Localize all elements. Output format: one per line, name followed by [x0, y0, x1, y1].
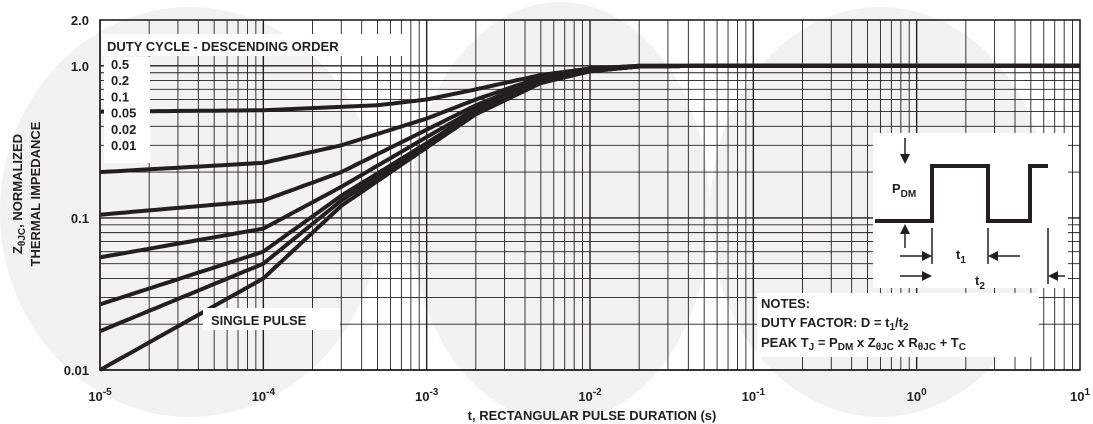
- peak-tj-note: PEAK TJ = PDM x ZθJC x RθJC + TC: [761, 335, 966, 353]
- notes-block: NOTES: DUTY FACTOR: D = t1/t2 PEAK TJ = …: [757, 293, 1039, 357]
- legend-item: 0.01: [111, 138, 136, 153]
- plot-frame: [99, 19, 1081, 371]
- legend: DUTY CYCLE - DESCENDING ORDER 0.50.20.1 0…: [102, 34, 402, 163]
- legend-item: 0.1: [111, 89, 129, 104]
- watermark-shape-1: [0, 7, 380, 417]
- x-tick-label: 10-2: [578, 387, 602, 404]
- t1-arrowhead-right: [988, 251, 998, 261]
- y-axis-label-line1: ZθJC, NORMALIZED: [10, 134, 28, 254]
- pdm-arrowhead-bottom: [900, 224, 910, 234]
- t2-label: t2: [975, 273, 985, 292]
- pdm-label: PDM: [892, 181, 916, 200]
- curve-duty-single-pulse: [99, 63, 1080, 372]
- t2-arrowhead-left: [922, 271, 932, 281]
- y-axis-label-line2: THERMAL IMPEDANCE: [28, 121, 43, 266]
- t1-arrowhead-left: [922, 251, 932, 261]
- legend-item: 0.05: [111, 106, 136, 121]
- pulse-waveform-inset: PDM t1 t2: [873, 133, 1068, 292]
- x-tick-label: 100: [907, 387, 927, 404]
- y-tick-label: 1.0: [71, 59, 89, 74]
- x-axis-label: t, RECTANGULAR PULSE DURATION (s): [468, 408, 717, 423]
- legend-item: 0.02: [111, 122, 136, 137]
- legend-title-box: [102, 34, 402, 56]
- legend-items-box: [104, 57, 150, 163]
- curve-group: [99, 63, 1080, 372]
- x-tick-label: 10-5: [88, 387, 112, 404]
- x-tick-label: 10-3: [415, 387, 439, 404]
- x-tick-label: 101: [1070, 387, 1090, 404]
- pdm-arrowhead-top: [900, 154, 910, 164]
- legend-item: 0.5: [111, 57, 129, 72]
- single-pulse-label-box: [203, 308, 340, 330]
- legend-title: DUTY CYCLE - DESCENDING ORDER: [107, 39, 339, 54]
- y-tick-label: 0.1: [71, 211, 89, 226]
- t1-label: t1: [956, 247, 966, 266]
- notes-title: NOTES:: [761, 296, 810, 311]
- single-pulse-label: SINGLE PULSE: [211, 313, 307, 328]
- notes-box: [757, 293, 1039, 357]
- y-tick-label: 2.0: [71, 13, 89, 28]
- legend-item: 0.2: [111, 73, 129, 88]
- duty-factor-note: DUTY FACTOR: D = t1/t2: [761, 315, 909, 333]
- tick-labels: 10-5 10-4 10-3 10-2 10-1 100 101 2.0 1.0 0.1 0.01: [64, 13, 1091, 404]
- t2-arrowhead-right: [1048, 271, 1058, 281]
- x-tick-label: 10-4: [252, 387, 276, 404]
- y-tick-label: 0.01: [64, 363, 89, 378]
- waveform-line: [875, 164, 1048, 223]
- x-tick-label: 10-1: [742, 387, 766, 404]
